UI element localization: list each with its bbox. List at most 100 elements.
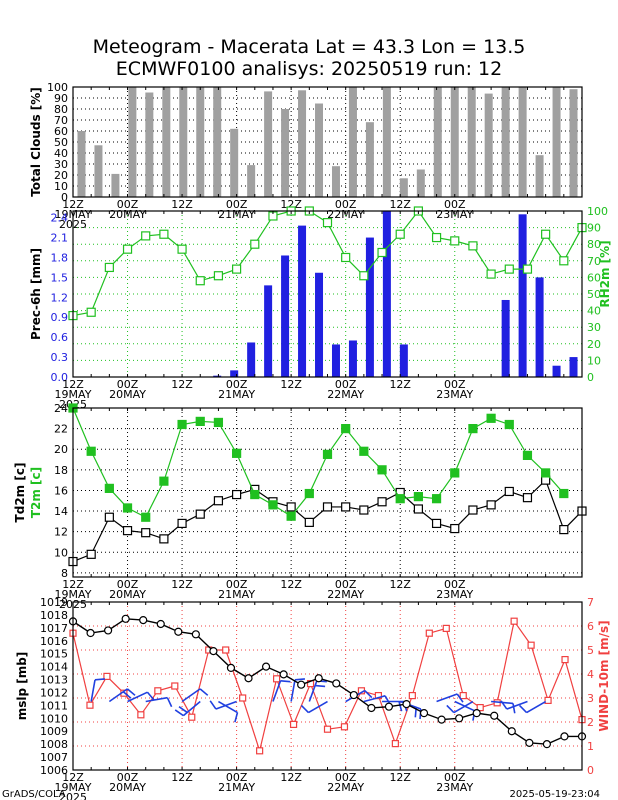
clouds-y-axis-title: Total Clouds [%] (29, 87, 43, 197)
clouds-x-tick-label: 12Z (62, 198, 84, 211)
td2m-point (377, 497, 387, 507)
clouds-bar (382, 87, 391, 197)
wind-speed-point (340, 723, 349, 731)
clouds-bar (230, 128, 239, 197)
td2m-point (486, 500, 496, 510)
precip-bar (213, 375, 222, 377)
precip-bar (535, 277, 544, 377)
t2m-point (232, 448, 242, 458)
td2m-point (286, 502, 296, 512)
mslp-x-tick-label: 12Z (389, 771, 411, 784)
precip-bar (230, 370, 239, 377)
wind-barb-staff (526, 700, 547, 714)
mslp-point (525, 738, 534, 747)
td2m-point (86, 549, 96, 559)
wind-barb-flag (518, 704, 528, 714)
mslp-y-tick-label: 1017 (40, 622, 68, 635)
t2m-point (322, 449, 333, 459)
td2m-point (559, 524, 569, 535)
precip-x-tick-label: 00Z (444, 378, 466, 391)
precip-bar (315, 272, 324, 377)
temp-x-tick-label: 00Z (226, 578, 248, 591)
t2m-point (359, 446, 369, 456)
wind-barb-flag (122, 691, 132, 699)
wind-speed-point (544, 696, 552, 705)
t2m-point (268, 500, 278, 510)
mslp-y-tick-label: 1011 (40, 699, 68, 712)
clouds-y-tick-label: 10 (54, 180, 68, 193)
temp-x-tick-label: 12Z (389, 578, 411, 591)
precip-left-y-tick-label: 2.4 (51, 212, 69, 225)
wind-barb-flag (146, 691, 155, 701)
chart-title-line2: ECMWF0100 analisys: 20250519 run: 12 (116, 58, 502, 80)
td2m-point (177, 518, 187, 529)
t2m-point (86, 446, 96, 456)
precip-right-y-tick-label: 20 (587, 338, 601, 351)
mslp-y-tick-label: 1006 (40, 764, 68, 777)
precip-bar (569, 357, 578, 377)
precip-left-y-tick-label: 0.9 (51, 311, 69, 324)
wind-barb-staff (181, 688, 201, 703)
wind-barb-flag (126, 688, 136, 696)
mslp-point (104, 626, 113, 635)
clouds-x-tick-label: 00Z (335, 198, 357, 211)
td2m-point (232, 489, 242, 500)
temp-y-tick-label: 24 (54, 402, 68, 415)
t2m-point (486, 413, 496, 423)
clouds-x-tick-label: 00Z (444, 198, 466, 211)
wind-barb-staff (215, 700, 237, 710)
mslp-y-tick-label: 1012 (40, 686, 68, 699)
clouds-bar (518, 87, 527, 197)
rh-y-axis-title: RH2m [%] (598, 240, 612, 307)
clouds-bar (365, 122, 374, 197)
clouds-bar (145, 92, 154, 197)
mslp-point (174, 627, 183, 636)
precip-right-y-tick-label: 50 (587, 288, 601, 301)
mslp-right-y-tick-label: 4 (587, 668, 594, 681)
mslp-right-y-tick-label: 7 (587, 596, 594, 609)
wind-speed-point (323, 725, 332, 733)
clouds-x-tick-label: 12Z (171, 198, 193, 211)
mslp-y-tick-label: 1014 (40, 661, 68, 674)
temp-x-tick-label: 12Z (62, 578, 84, 591)
precip-right-y-tick-label: 0 (587, 371, 594, 384)
t2m-point (159, 476, 169, 486)
precip-x-tick-label: 00Z (117, 378, 139, 391)
clouds-y-tick-label: 40 (54, 147, 68, 160)
temp-x-date-label: 23MAY (436, 588, 473, 601)
mslp-x-tick-label: 00Z (117, 771, 139, 784)
clouds-y-tick-label: 50 (54, 136, 68, 149)
precip-x-tick-label: 12Z (280, 378, 302, 391)
precip-x-date-label: 20MAY (109, 388, 146, 401)
rh-point (159, 229, 169, 239)
t2m-point (250, 489, 260, 500)
t2m-point (104, 483, 114, 493)
precip-bar (348, 340, 357, 377)
rh-point (122, 244, 133, 254)
precip-right-y-tick-label: 80 (587, 238, 601, 251)
footer-credit: GrADS/COLA (2, 789, 66, 800)
clouds-x-tick-label: 12Z (280, 198, 302, 211)
precip-right-y-tick-label: 10 (587, 354, 601, 367)
wind-barb-staff (145, 696, 168, 703)
wind-barb-flag (280, 680, 291, 683)
mslp-x-date-label: 22MAY (327, 781, 364, 794)
rh-point (522, 264, 533, 274)
td2m-point (304, 517, 314, 527)
temp-x-date-label: 21MAY (218, 588, 255, 601)
mslp-point (560, 732, 569, 741)
clouds-bar (315, 103, 324, 197)
wind-barb-staff (90, 679, 96, 702)
wind-speed-point (137, 711, 145, 719)
temp-y-tick-label: 10 (54, 546, 68, 559)
mslp-point (86, 628, 95, 638)
temp-x-date-label: 20MAY (109, 588, 146, 601)
clouds-bar (77, 131, 86, 197)
mslp-y-tick-label: 1007 (40, 751, 68, 764)
clouds-bar (433, 87, 442, 197)
temp-x-tick-label: 00Z (117, 578, 139, 591)
mslp-point (261, 662, 271, 671)
precip-bar (382, 211, 391, 377)
wind-speed-point (256, 747, 264, 755)
wind-barb-staff (108, 688, 128, 703)
